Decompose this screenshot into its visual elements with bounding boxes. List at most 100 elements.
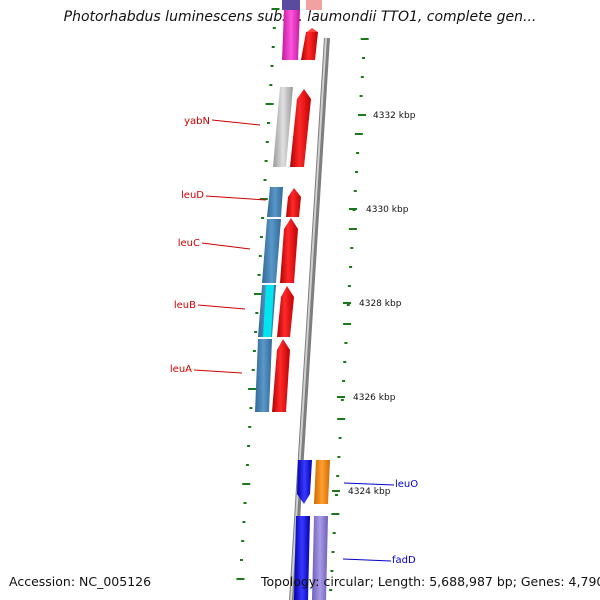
scale-label-0: 4332 kbp: [373, 111, 416, 121]
outer-tick-dot: [354, 133, 363, 135]
outer-tick-dot: [337, 418, 346, 420]
label-leuO[interactable]: leuO: [395, 479, 418, 490]
genome-backbone-highlight: [290, 37, 327, 600]
outer-tick-dot: [340, 399, 344, 401]
inner-tick-dot: [242, 483, 251, 485]
label-yabN[interactable]: yabN: [184, 116, 210, 127]
inner-tick-dot: [269, 84, 273, 86]
scale-label-3: 4326 kbp: [353, 393, 396, 403]
gene-block-top: [282, 0, 322, 60]
outer-tick-dot: [336, 475, 340, 477]
inner-tick-dot: [247, 445, 251, 447]
inner-tick-dot: [267, 122, 270, 124]
outer-tick-dot: [359, 95, 363, 97]
outer-tick-dot: [342, 380, 346, 382]
outer-tick-dot: [360, 76, 364, 78]
gene-block-bottom: [294, 460, 330, 600]
inner-tick-dot: [254, 331, 258, 333]
scale: 4332 kbp 4330 kbp 4328 kbp 4326 kbp 4324…: [332, 111, 416, 497]
outer-tick-dot: [329, 589, 333, 591]
label-leuB[interactable]: leuB: [174, 300, 196, 311]
outer-tick-dot: [332, 532, 336, 534]
outer-tick-dot: [343, 361, 347, 363]
outer-tick-dot: [331, 551, 335, 553]
gene-block-leu: [255, 187, 301, 412]
leader-leuO: [343, 482, 395, 486]
inner-tick-dot: [265, 103, 274, 105]
scale-label-1: 4330 kbp: [366, 205, 409, 215]
scale-label-4: 4324 kbp: [348, 487, 391, 497]
outer-tick-dot: [356, 152, 360, 154]
outer-tick-dot: [349, 266, 353, 268]
inner-tick-dot: [253, 293, 262, 295]
inner-tick-dot: [271, 8, 280, 10]
tick-dots: [236, 8, 369, 591]
inner-tick-dot: [242, 521, 246, 523]
outer-tick-dot: [335, 494, 338, 496]
gene-block-yabN: [273, 87, 311, 167]
leader-leuC: [201, 242, 251, 250]
outer-tick-dot: [346, 304, 350, 306]
inner-tick-dot: [261, 217, 265, 219]
outer-tick-dot: [330, 570, 334, 572]
inner-tick-dot: [271, 46, 275, 48]
leader-leuB: [197, 304, 246, 310]
inner-tick-dot: [241, 540, 245, 542]
outer-tick-dot: [362, 57, 365, 59]
leader-yabN: [211, 119, 261, 126]
leader-leuD: [205, 195, 267, 201]
outer-tick-dot: [360, 38, 369, 40]
gene-red-leuD: [286, 188, 301, 217]
outer-tick-dot: [347, 285, 351, 287]
leader-fadD: [342, 558, 392, 562]
inner-tick-dot: [236, 578, 245, 580]
inner-tick-dot: [258, 255, 262, 257]
inner-tick-dot: [264, 160, 268, 162]
inner-tick-dot: [272, 27, 276, 29]
gene-yabN: [273, 87, 293, 167]
outer-tick-dot: [353, 190, 357, 192]
scale-label-2: 4328 kbp: [359, 299, 402, 309]
inner-tick-dot: [248, 388, 257, 390]
gene-purple-top: [282, 0, 300, 10]
gene-labels-right: leuO fadD: [342, 479, 418, 566]
inner-tick-dot: [263, 179, 267, 181]
outer-tick-dot: [348, 228, 357, 230]
inner-tick-dot: [270, 65, 274, 67]
inner-tick-dot: [255, 312, 259, 314]
gene-red-leuA: [272, 339, 290, 412]
gene-fadD: [312, 516, 328, 600]
gene-red-top: [301, 32, 318, 60]
label-leuA[interactable]: leuA: [170, 364, 192, 375]
gene-blue-leuO: [297, 460, 312, 504]
inner-tick-dot: [245, 464, 249, 466]
gene-blue-fadD: [294, 516, 310, 600]
gene-leuD: [267, 187, 283, 217]
inner-tick-dot: [265, 141, 269, 143]
gene-leuA: [255, 339, 272, 412]
gene-leuB-highlight: [263, 285, 274, 337]
label-leuD[interactable]: leuD: [181, 190, 204, 201]
outer-tick-dot: [355, 171, 358, 173]
inner-tick-dot: [243, 502, 247, 504]
gene-red-leuC: [280, 218, 298, 283]
inner-tick-dot: [248, 426, 252, 428]
map-title: Photorhabdus luminescens subsp. laumondi…: [63, 9, 537, 25]
outer-tick-dot: [350, 247, 354, 249]
label-fadD[interactable]: fadD: [392, 555, 416, 566]
outer-tick-dot: [331, 513, 340, 515]
gene-red-top-tip: [307, 28, 318, 32]
leader-leuA: [193, 369, 243, 374]
outer-tick-dot: [337, 456, 341, 458]
outer-tick-dot: [344, 342, 348, 344]
gene-leuC: [262, 219, 281, 283]
gene-pink-top: [306, 0, 322, 10]
outer-tick-dot: [343, 323, 352, 325]
gene-labels-left: yabN leuD leuC leuB leuA: [170, 116, 267, 375]
gene-leuO: [314, 460, 330, 504]
accession-text: Accession: NC_005126: [9, 574, 152, 589]
topology-text: Topology: circular; Length: 5,688,987 bp…: [261, 574, 600, 589]
inner-tick-dot: [251, 369, 255, 371]
label-leuC[interactable]: leuC: [178, 238, 200, 249]
